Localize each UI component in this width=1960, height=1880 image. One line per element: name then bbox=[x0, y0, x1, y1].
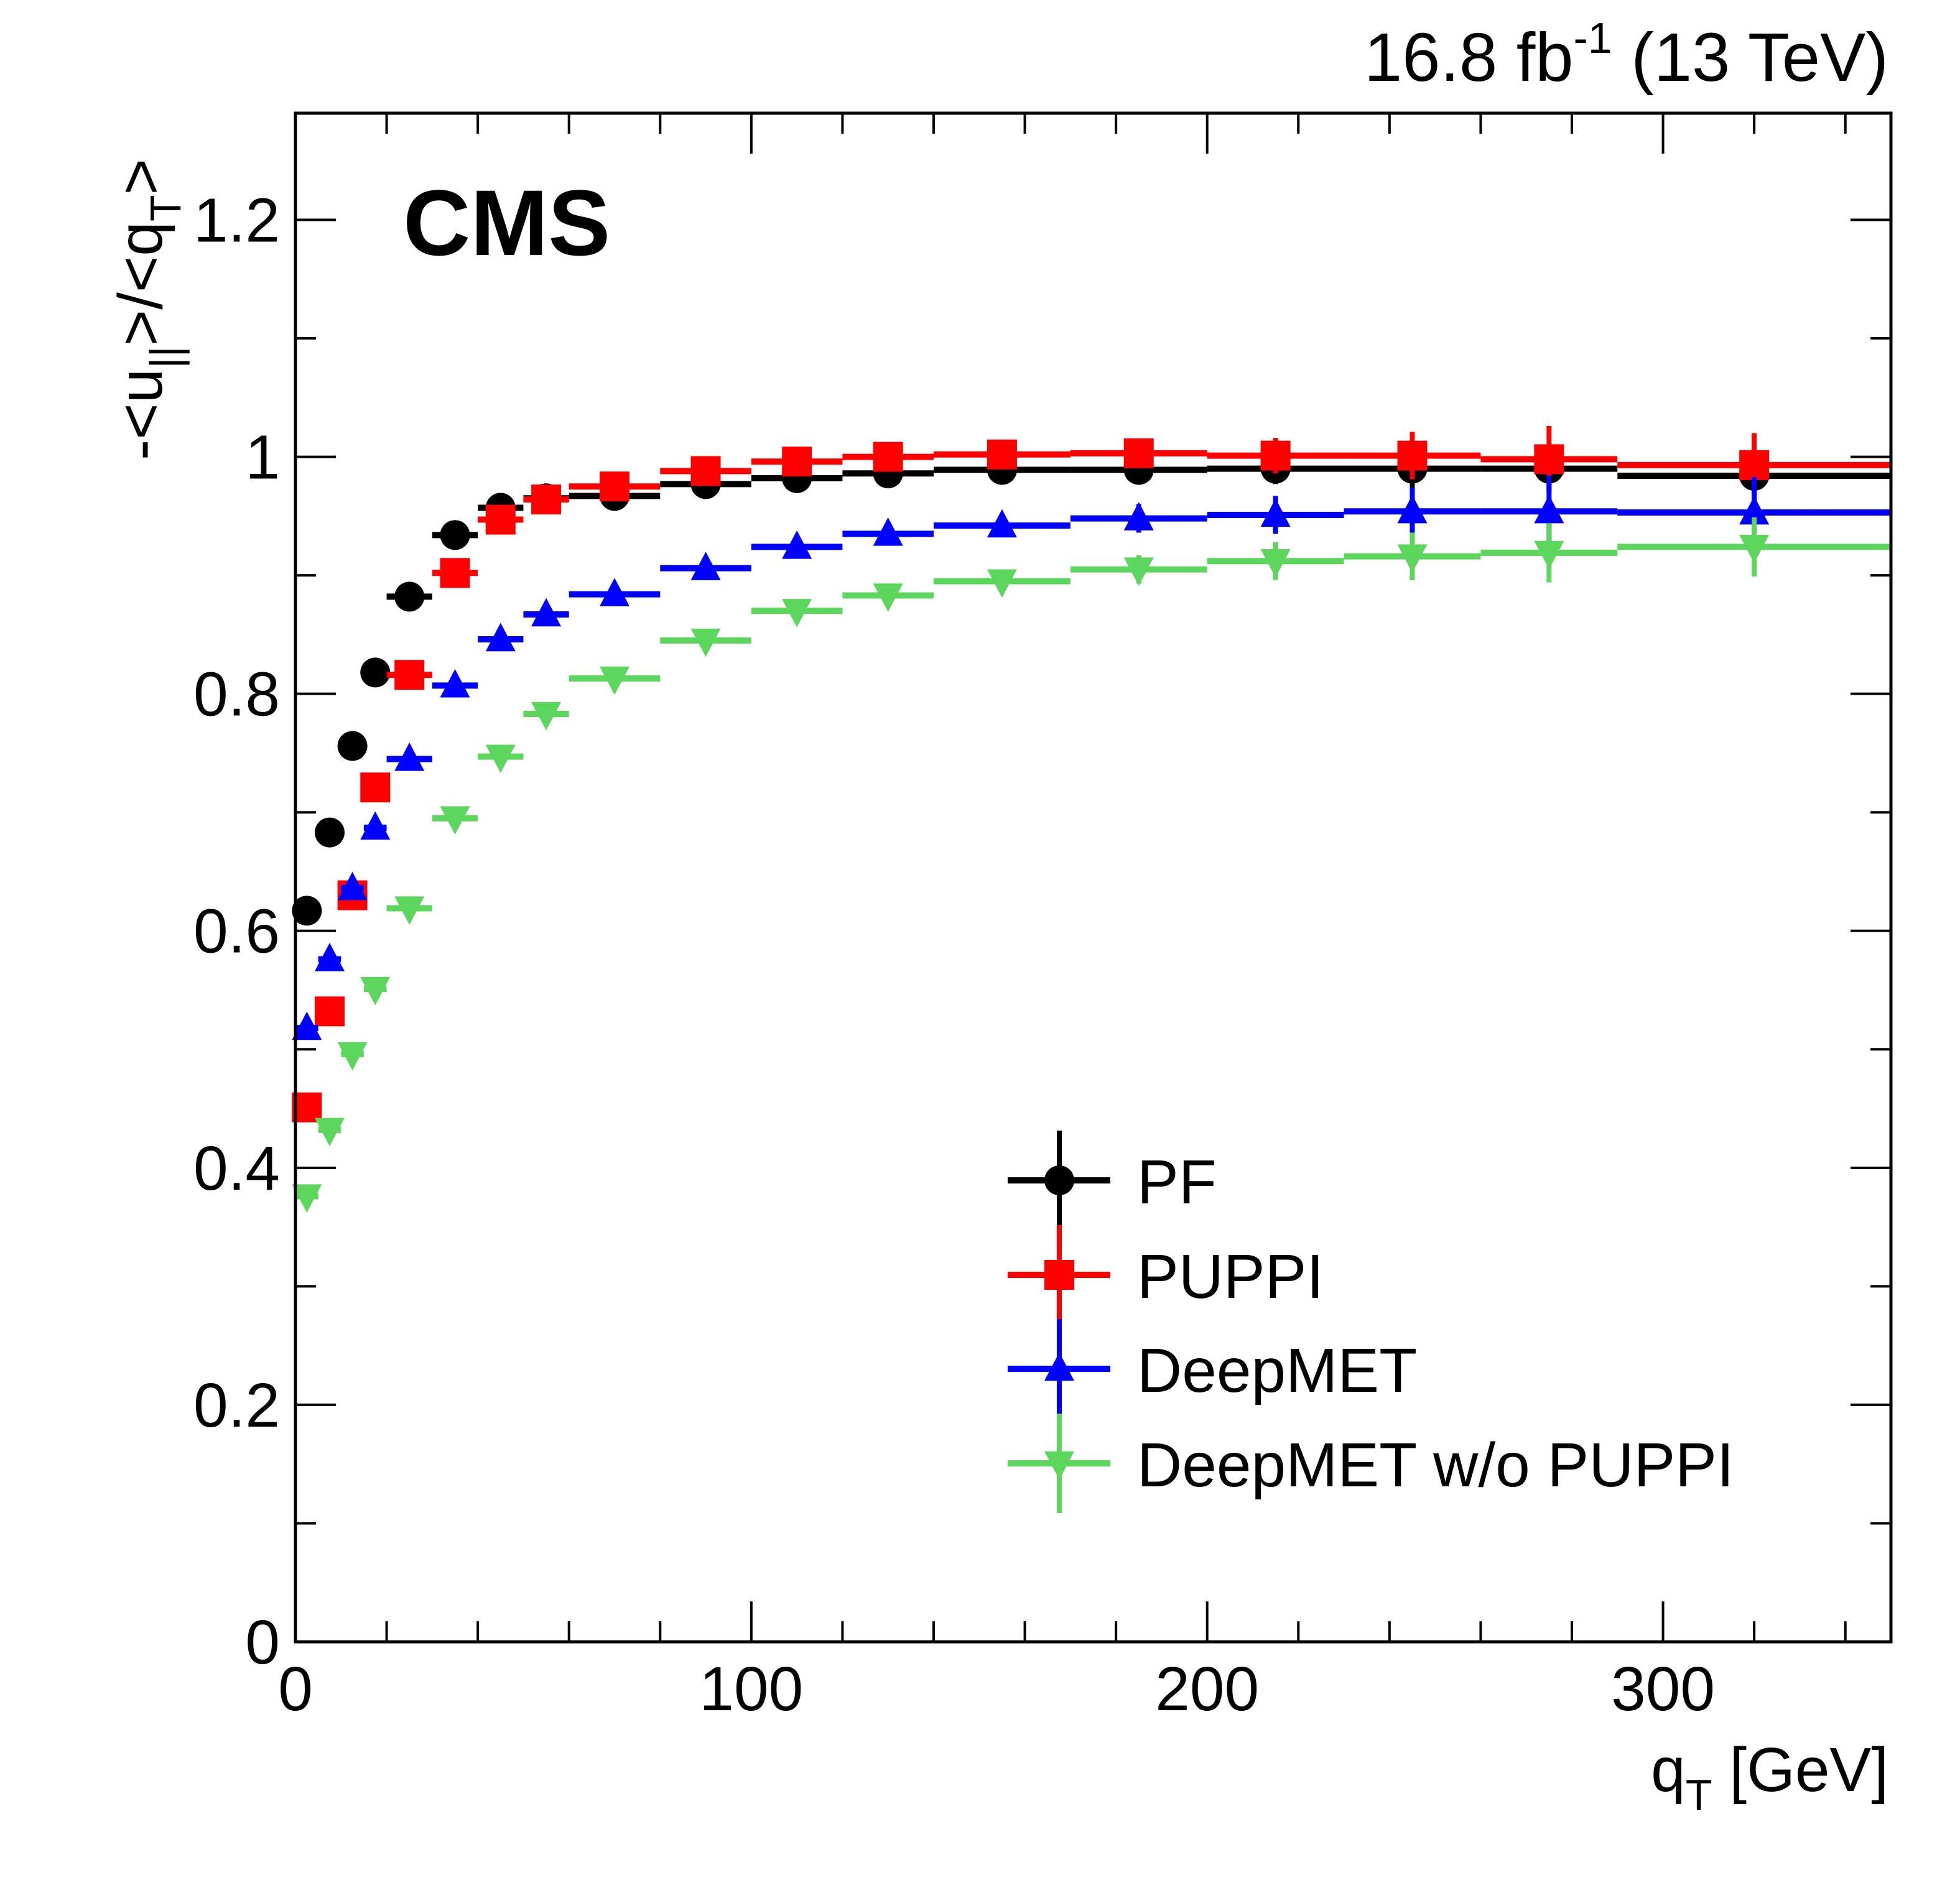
data-point bbox=[1260, 498, 1291, 527]
data-point bbox=[873, 583, 903, 612]
data-point bbox=[360, 976, 391, 1006]
data-point bbox=[394, 660, 425, 690]
data-point bbox=[440, 806, 470, 835]
data-point bbox=[690, 552, 721, 580]
data-point bbox=[987, 509, 1017, 538]
y-axis-label: -<u||>/<qT> bbox=[106, 159, 190, 460]
data-point bbox=[1260, 440, 1291, 471]
data-point bbox=[485, 744, 516, 774]
data-point bbox=[360, 811, 391, 840]
series-deepmet bbox=[292, 476, 1891, 1040]
data-point bbox=[292, 1011, 322, 1040]
data-point bbox=[360, 772, 391, 803]
data-point bbox=[440, 669, 470, 698]
data-point bbox=[987, 439, 1017, 470]
data-point bbox=[394, 743, 425, 771]
data-point bbox=[782, 599, 812, 627]
series-deepmet-w-o-puppi bbox=[292, 517, 1891, 1213]
data-point bbox=[1739, 535, 1770, 563]
y-tick-label: 0 bbox=[245, 1608, 280, 1677]
data-point bbox=[394, 896, 425, 925]
legend-entry: DeepMET bbox=[1008, 1319, 1417, 1419]
experiment-label: CMS bbox=[403, 170, 610, 275]
data-point bbox=[1397, 494, 1428, 524]
data-point bbox=[292, 896, 322, 926]
data-point bbox=[394, 581, 425, 612]
data-point bbox=[1123, 502, 1154, 530]
y-tick-label: 0.6 bbox=[193, 897, 280, 966]
legend-label: PUPPI bbox=[1137, 1242, 1324, 1312]
data-point bbox=[1397, 544, 1428, 573]
x-tick-label: 0 bbox=[278, 1654, 313, 1724]
legend-marker-square-icon bbox=[1044, 1260, 1074, 1290]
legend-marker-triangle-down-icon bbox=[1044, 1451, 1074, 1480]
data-point bbox=[531, 598, 562, 627]
data-point bbox=[314, 817, 345, 848]
data-point bbox=[690, 628, 721, 657]
y-tick-label: 1 bbox=[245, 423, 280, 493]
lumi-label: 16.8 fb-1 (13 TeV) bbox=[1364, 14, 1888, 96]
legend-marker-circle-icon bbox=[1044, 1165, 1074, 1195]
data-point bbox=[485, 623, 516, 652]
data-point bbox=[1534, 494, 1564, 524]
legend-marker-triangle-up-icon bbox=[1044, 1352, 1074, 1381]
legend-entry: PUPPI bbox=[1008, 1225, 1324, 1325]
data-point bbox=[600, 471, 629, 502]
data-point bbox=[1739, 496, 1770, 525]
data-point bbox=[873, 517, 903, 546]
data-point bbox=[360, 657, 391, 688]
data-point bbox=[1739, 450, 1770, 480]
legend-entry: PF bbox=[1008, 1131, 1217, 1230]
data-point bbox=[314, 996, 345, 1027]
legend-label: PF bbox=[1137, 1147, 1217, 1217]
y-tick-label: 0.2 bbox=[193, 1371, 280, 1440]
legend-label: DeepMET w/o PUPPI bbox=[1137, 1430, 1734, 1500]
data-point bbox=[440, 520, 470, 550]
x-tick-label: 300 bbox=[1611, 1654, 1715, 1724]
data-point bbox=[987, 569, 1017, 598]
x-tick-label: 200 bbox=[1155, 1654, 1259, 1724]
data-point bbox=[1534, 444, 1564, 475]
y-tick-label: 1.2 bbox=[193, 185, 280, 255]
data-point bbox=[1123, 438, 1154, 468]
data-point bbox=[440, 558, 470, 588]
x-tick-label: 100 bbox=[699, 1654, 803, 1724]
data-point bbox=[1534, 540, 1564, 570]
plot-frame bbox=[294, 111, 1893, 1644]
data-point bbox=[782, 447, 812, 477]
data-point bbox=[314, 1118, 345, 1147]
tick-labels: 0 100 200 300 0 0.2 0.4 0.6 0.8 1 1.2 bbox=[193, 185, 1715, 1724]
y-tick-label: 0.4 bbox=[193, 1134, 280, 1203]
data-point bbox=[337, 731, 368, 761]
data-point bbox=[873, 442, 903, 472]
data-point bbox=[531, 702, 562, 731]
data-point bbox=[600, 578, 629, 606]
data-point bbox=[337, 871, 368, 901]
data-point bbox=[531, 484, 562, 515]
legend-label: DeepMET bbox=[1137, 1336, 1417, 1405]
data-point bbox=[485, 504, 516, 535]
data-point bbox=[1397, 440, 1428, 471]
data-marks bbox=[292, 426, 1891, 1213]
data-point bbox=[292, 1184, 322, 1213]
legend-entry: DeepMET w/o PUPPI bbox=[1008, 1414, 1734, 1513]
data-point bbox=[1123, 557, 1154, 586]
data-point bbox=[1260, 549, 1291, 578]
series-puppi bbox=[292, 426, 1891, 1123]
x-axis-label: qT [GeV] bbox=[1651, 1735, 1888, 1819]
data-point bbox=[314, 943, 345, 971]
legend: PF PUPPI DeepMET DeepMET w/o PUPPI bbox=[1008, 1131, 1734, 1513]
axis-ticks bbox=[294, 113, 1891, 1643]
data-point bbox=[782, 530, 812, 559]
data-point bbox=[337, 1042, 368, 1071]
data-point bbox=[600, 666, 629, 695]
y-tick-label: 0.8 bbox=[193, 660, 280, 729]
data-point bbox=[690, 456, 721, 486]
